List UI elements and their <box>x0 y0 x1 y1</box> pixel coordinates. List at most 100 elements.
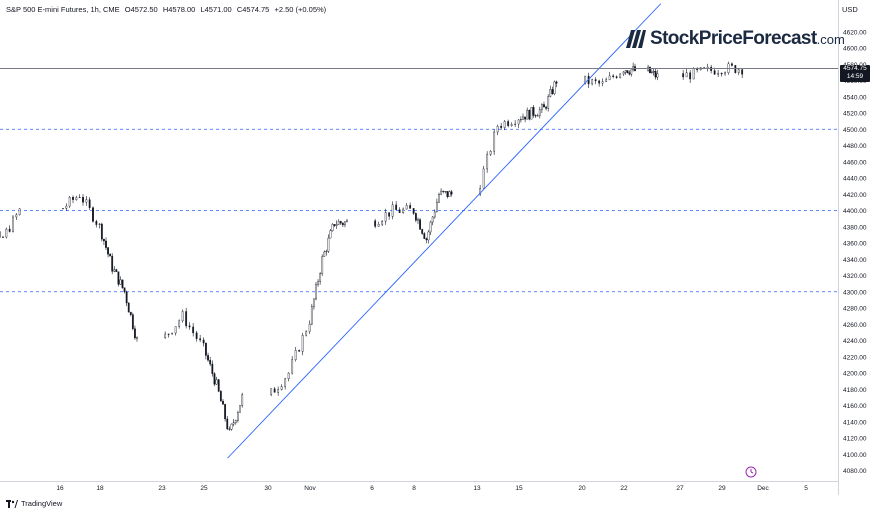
y-tick-label: 4400.00 <box>843 208 867 215</box>
candle-body <box>384 212 387 222</box>
candle-body <box>522 116 524 120</box>
candle-body <box>331 224 334 231</box>
candle-body <box>239 405 241 413</box>
brand-name: StockPriceForecast <box>650 28 817 49</box>
last-price-value: 4574.75 <box>843 65 867 72</box>
candle-body <box>127 302 130 313</box>
candle-body <box>438 194 440 203</box>
candle-body <box>624 70 627 73</box>
candle-body <box>315 284 317 300</box>
candle-body <box>538 109 541 116</box>
candle-body <box>417 219 419 221</box>
candle-body <box>612 75 615 77</box>
candle-body <box>628 72 631 75</box>
x-tick-label: Dec <box>757 485 769 492</box>
candle-body <box>335 224 338 226</box>
candle-body <box>12 216 14 232</box>
candle-body <box>409 205 412 209</box>
candle-body <box>423 233 426 239</box>
candle-body <box>215 379 218 385</box>
candle-body <box>310 306 313 325</box>
candle-body <box>377 224 380 227</box>
candle-body <box>8 228 11 232</box>
candle-body <box>188 325 191 328</box>
candle-body <box>419 219 421 230</box>
candle-body <box>479 188 482 195</box>
candle-body <box>344 221 346 226</box>
candle-body <box>15 214 18 218</box>
candle-body <box>100 223 103 240</box>
candle-body <box>534 115 537 117</box>
candle-body <box>131 314 134 329</box>
candle-body <box>555 81 558 84</box>
candle-body <box>737 69 740 73</box>
y-tick-label: 4140.00 <box>843 419 867 426</box>
candle-body <box>111 255 114 272</box>
candle-body <box>689 72 692 80</box>
alert-clock-icon[interactable] <box>745 466 757 478</box>
y-tick-label: 4160.00 <box>843 403 867 410</box>
candle-body <box>284 378 287 387</box>
candle-body <box>202 339 205 344</box>
candle-body <box>622 71 625 75</box>
candle-body <box>605 79 608 82</box>
candle-body <box>237 412 239 421</box>
candle-body <box>536 115 539 117</box>
candle-body <box>500 125 503 128</box>
y-tick-label: 4360.00 <box>843 241 867 248</box>
candle-body <box>619 73 622 78</box>
candle-body <box>442 190 445 192</box>
candle-body <box>65 205 68 209</box>
candle-body <box>717 72 720 75</box>
candle-body <box>649 66 651 74</box>
candle-body <box>421 229 424 234</box>
candle-body <box>123 287 126 293</box>
candle-body <box>129 311 132 315</box>
candle-body <box>630 69 633 75</box>
candle-body <box>134 328 136 339</box>
y-tick-label: 4440.00 <box>843 176 867 183</box>
candle-body <box>685 72 688 78</box>
candle-body <box>549 89 552 97</box>
candle-body <box>68 196 71 207</box>
candle-body <box>291 359 294 374</box>
candle-body <box>5 228 8 238</box>
candle-body <box>213 373 216 385</box>
high-value: H4578.00 <box>162 5 196 14</box>
candle-body <box>294 350 297 360</box>
tradingview-attribution[interactable]: TradingView <box>6 499 62 508</box>
candle-body <box>103 238 105 242</box>
close-value: C4574.75 <box>236 5 270 14</box>
candle-body <box>374 220 377 227</box>
candle-body <box>692 68 695 80</box>
symbol-title[interactable]: S&P 500 E-mini Futures, 1h, CME <box>6 5 120 14</box>
candle-body <box>85 199 88 203</box>
y-tick-label: 4080.00 <box>843 468 867 475</box>
candle-body <box>547 96 550 109</box>
candle-body <box>425 238 428 241</box>
candle-body <box>277 389 280 393</box>
candle-body <box>405 205 408 210</box>
x-tick-label: 22 <box>620 485 628 492</box>
candle-body <box>301 335 304 352</box>
candle-body <box>119 279 122 285</box>
candle-body <box>199 338 202 341</box>
bar-countdown: 14:59 <box>846 73 864 80</box>
candle-body <box>551 89 554 94</box>
candle-body <box>234 420 237 423</box>
candle-body <box>181 311 184 322</box>
candle-body <box>682 73 685 78</box>
candle-body <box>107 247 109 255</box>
candle-body <box>325 250 328 253</box>
candle-body <box>444 191 447 193</box>
last-price-tag: 4574.75 14:59 <box>840 65 870 82</box>
candle-body <box>591 79 594 85</box>
candle-body <box>656 73 659 78</box>
candle-body <box>78 197 81 199</box>
candle-body <box>308 323 311 332</box>
y-tick-label: 4280.00 <box>843 306 867 313</box>
currency-label[interactable]: USD <box>842 5 858 14</box>
y-tick-label: 4180.00 <box>843 387 867 394</box>
candle-body <box>482 168 485 189</box>
